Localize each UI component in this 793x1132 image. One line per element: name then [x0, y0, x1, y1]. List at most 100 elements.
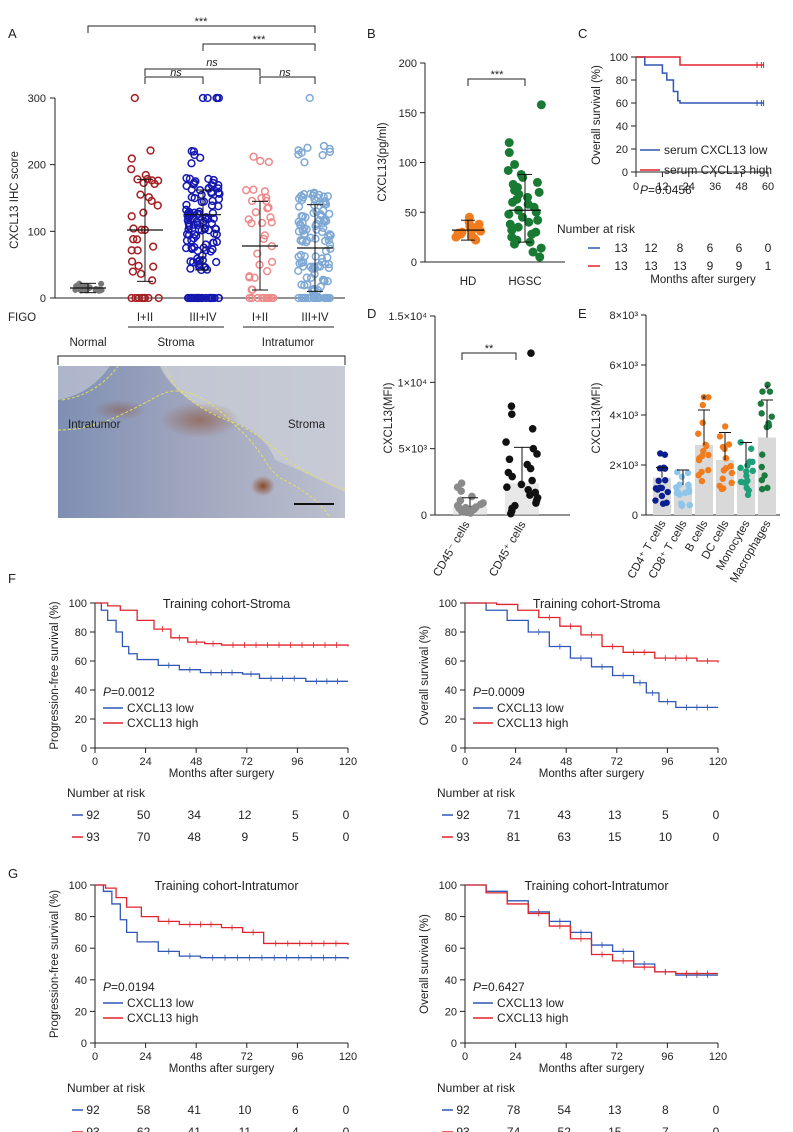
a-data-point [190, 150, 199, 160]
km-legend-high: CXCL13 high [497, 1011, 568, 1025]
a-data-point [244, 215, 253, 224]
e-data-point [657, 450, 664, 457]
km-risk-value: 15 [608, 830, 622, 844]
a-data-point [187, 159, 196, 168]
km-ytick-label: 0 [81, 743, 87, 755]
a-data-point [130, 93, 139, 103]
km-pvalue: P=0.0194 [103, 980, 155, 994]
panel-c-curves [636, 56, 765, 106]
bracket-intratumor [259, 76, 316, 84]
a-ytick-label: 200 [28, 160, 46, 172]
panel-b-yticks: 0 50 100 150 200 [399, 58, 425, 269]
km-risk-value: 4 [292, 1125, 299, 1132]
e-data-point [695, 456, 703, 464]
km-risk-value: 8 [662, 1103, 669, 1117]
km-ytick-label: 20 [445, 1006, 457, 1018]
a-data-point [197, 197, 206, 207]
a-data-point [189, 220, 198, 229]
a-data-point [184, 218, 193, 228]
b-data-point-hgsc [532, 177, 542, 187]
km-risk-value: 74 [507, 1125, 521, 1132]
km-xtick-label: 48 [190, 1051, 202, 1063]
km-ytick-label: 0 [451, 743, 457, 755]
e-data-point [743, 468, 750, 475]
e-data-point [758, 485, 766, 493]
d-ytick-label: 0 [421, 510, 427, 522]
km-risk-value: 11 [239, 1125, 252, 1132]
p-val: =0.0456 [648, 183, 692, 197]
e-data-point [758, 463, 765, 471]
e-data-point [686, 501, 693, 509]
a-data-point [204, 174, 213, 184]
d-data-point-pos [511, 501, 519, 510]
km-risk-value: 13 [608, 1103, 622, 1117]
km-risk-value: 34 [188, 808, 202, 822]
a-data-point [250, 273, 259, 282]
e-ytick-label: 0 [632, 510, 638, 522]
a-data-point [194, 225, 204, 234]
a-data-point [149, 262, 158, 271]
e-ytick-label: 8×10³ [610, 310, 639, 322]
km-risk-value: 10 [659, 830, 673, 844]
panel-label-a: A [8, 26, 17, 41]
panel-a: A CXCL13 IHC score 0 100 200 300 *** *** ns… [8, 16, 346, 519]
b-data-point-hgsc [533, 215, 543, 225]
e-ytick-label: 4×10³ [610, 410, 639, 422]
a-data-point [325, 144, 334, 154]
km-p-letter: P [473, 980, 481, 994]
a-ytick-label: 300 [28, 93, 46, 105]
a-data-point [300, 229, 309, 238]
a-data-point [128, 267, 138, 276]
e-data-point [749, 467, 757, 475]
km-ytick-label: 80 [445, 627, 457, 639]
km-p-value: =0.0009 [481, 685, 525, 699]
km-ytick-label: 100 [439, 880, 457, 892]
a-data-point [214, 188, 223, 197]
km-risk-value: 12 [238, 808, 252, 822]
e-data-point [722, 465, 730, 472]
b-data-point-hgsc [536, 243, 546, 253]
a-data-point [318, 151, 327, 160]
km-xtick-label: 24 [139, 756, 151, 768]
km-risk-value: 0 [343, 830, 350, 844]
a-data-point [127, 246, 136, 255]
b-ytick-label: 50 [405, 207, 417, 219]
a-data-point [189, 147, 199, 156]
a-data-point [198, 93, 208, 103]
a-data-point [249, 185, 258, 194]
km-ytick-label: 20 [75, 1006, 87, 1018]
b-data-point-hgsc [504, 209, 514, 219]
a-data-point [214, 180, 223, 190]
e-star: * [701, 392, 706, 407]
figo-intra-early: I+II [252, 312, 268, 324]
a-data-point [317, 227, 327, 237]
a-data-point [320, 215, 330, 224]
e-data-point [737, 464, 744, 472]
panel-c-pvalue: P=0.0456 [640, 183, 692, 197]
e-data-point [685, 481, 692, 488]
e-data-point [684, 469, 692, 477]
km-risk-value: 13 [608, 808, 622, 822]
km-xtick-label: 96 [291, 1051, 303, 1063]
b-data-point-hgsc [507, 232, 517, 242]
km-legend-low: CXCL13 low [497, 701, 564, 715]
km-ytick-label: 40 [445, 975, 457, 987]
b-data-point-hgsc [504, 138, 514, 148]
a-data-point [267, 257, 277, 267]
c-risk-value: 13 [644, 259, 658, 273]
c-risk-value: 6 [736, 241, 743, 255]
e-data-point [725, 441, 733, 448]
a-data-point [98, 280, 105, 287]
b-data-point-hgsc [528, 247, 538, 257]
d-data-point-pos [528, 476, 536, 485]
panel-a-yticks: 0 100 200 300 [28, 93, 55, 305]
e-data-point [761, 472, 768, 479]
km-risk-value: 10 [238, 1103, 252, 1117]
a-data-point [314, 190, 324, 200]
a-data-point [258, 293, 267, 303]
a-data-point [256, 156, 265, 166]
a-data-point [321, 196, 330, 206]
